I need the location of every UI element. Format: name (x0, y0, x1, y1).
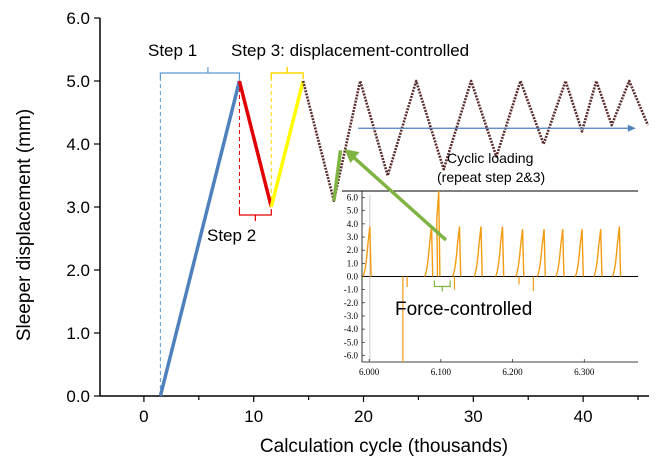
step3-bracket (270, 72, 304, 79)
step2-bracket (238, 209, 272, 216)
inset-y-tick-label: 0.0 (347, 272, 359, 282)
x-tick-label: 40 (574, 407, 593, 426)
inset-y-tick-label: 4.0 (347, 219, 359, 229)
inset-force-plot: 6.0 5.0 4.0 3.0 2.0 1.0 0.0 -1.0 -2.0 -3.0 -4.0 -5.… (342, 190, 638, 377)
y-tick-label: 5.0 (66, 72, 90, 91)
inset-force-peak (436, 190, 441, 277)
y-tick-label: 3.0 (66, 198, 90, 217)
step3-label: Step 3: displacement-controlled (231, 41, 469, 60)
y-tick-label: 0.0 (66, 387, 90, 406)
force-arrow-line (352, 155, 448, 242)
step-brackets (159, 67, 304, 396)
x-tick-label: 30 (464, 407, 483, 426)
inset-x-tick-label: 6.100 (431, 367, 452, 377)
inset-y-tick-label: -1.0 (344, 285, 359, 295)
cyclic-label-1: Cyclic loading (447, 150, 533, 166)
x-axis-title: Calculation cycle (thousands) (260, 436, 508, 457)
y-tick-label: 1.0 (66, 324, 90, 343)
inset-y-tick-label: -2.0 (344, 298, 359, 308)
step2-label: Step 2 (207, 226, 256, 245)
force-arrow-head (344, 149, 360, 164)
inset-y-tick-label: -6.0 (344, 350, 359, 360)
inset-y-tick-label: 3.0 (347, 232, 359, 242)
inset-y-tick-label: -4.0 (344, 324, 359, 334)
inset-force-peak (423, 226, 434, 277)
inset-force-peak (593, 229, 603, 277)
step1-label: Step 1 (148, 41, 197, 60)
step1-series (158, 80, 242, 397)
x-tick-label: 20 (354, 407, 373, 426)
inset-force-peak (362, 226, 372, 277)
inset-x-tick-label: 6.300 (574, 367, 595, 377)
force-transition-series (332, 150, 343, 201)
x-tick-label: 10 (244, 407, 263, 426)
y-tick-label: 6.0 (66, 9, 90, 28)
inset-x-tick-label: 6.200 (502, 367, 523, 377)
y-tick-labels: 0.0 1.0 2.0 3.0 4.0 5.0 6.0 (66, 9, 90, 406)
inset-force-peak (514, 229, 525, 277)
inset-force-peak (451, 226, 462, 277)
inset-force-peak (536, 229, 546, 277)
step3-series (269, 80, 305, 208)
inset-force-peak (574, 229, 584, 277)
x-tick-label: 0 (139, 407, 148, 426)
force-controlled-label: Force-controlled (395, 299, 532, 320)
inset-y-tick-label: 1.0 (347, 258, 359, 268)
y-tick-label: 2.0 (66, 261, 90, 280)
inset-y-tick-label: -5.0 (344, 337, 359, 347)
y-tick-label: 4.0 (66, 135, 90, 154)
inset-x-tick-label: 6.000 (359, 367, 380, 377)
cyclic-arrow-head (627, 124, 636, 132)
inset-force-peak (473, 226, 483, 277)
y-axis-title: Sleeper displacement (mm) (14, 109, 35, 341)
inset-y-tick-label: -3.0 (344, 311, 359, 321)
x-tick-labels: 0 10 20 30 40 (139, 407, 592, 426)
inset-force-peak (555, 229, 565, 277)
inset-force-peak (494, 226, 505, 277)
inset-y-tick-label: 6.0 (347, 193, 359, 203)
inset-y-tick-label: 5.0 (347, 206, 359, 216)
cyclic-label-2: (repeat step 2&3) (437, 169, 545, 185)
main-axes (94, 17, 649, 402)
inset-y-tick-label: 2.0 (347, 245, 359, 255)
inset-force-peak (611, 226, 622, 277)
step1-bracket (159, 72, 241, 79)
series-group (158, 79, 650, 397)
step2-series (237, 80, 273, 208)
